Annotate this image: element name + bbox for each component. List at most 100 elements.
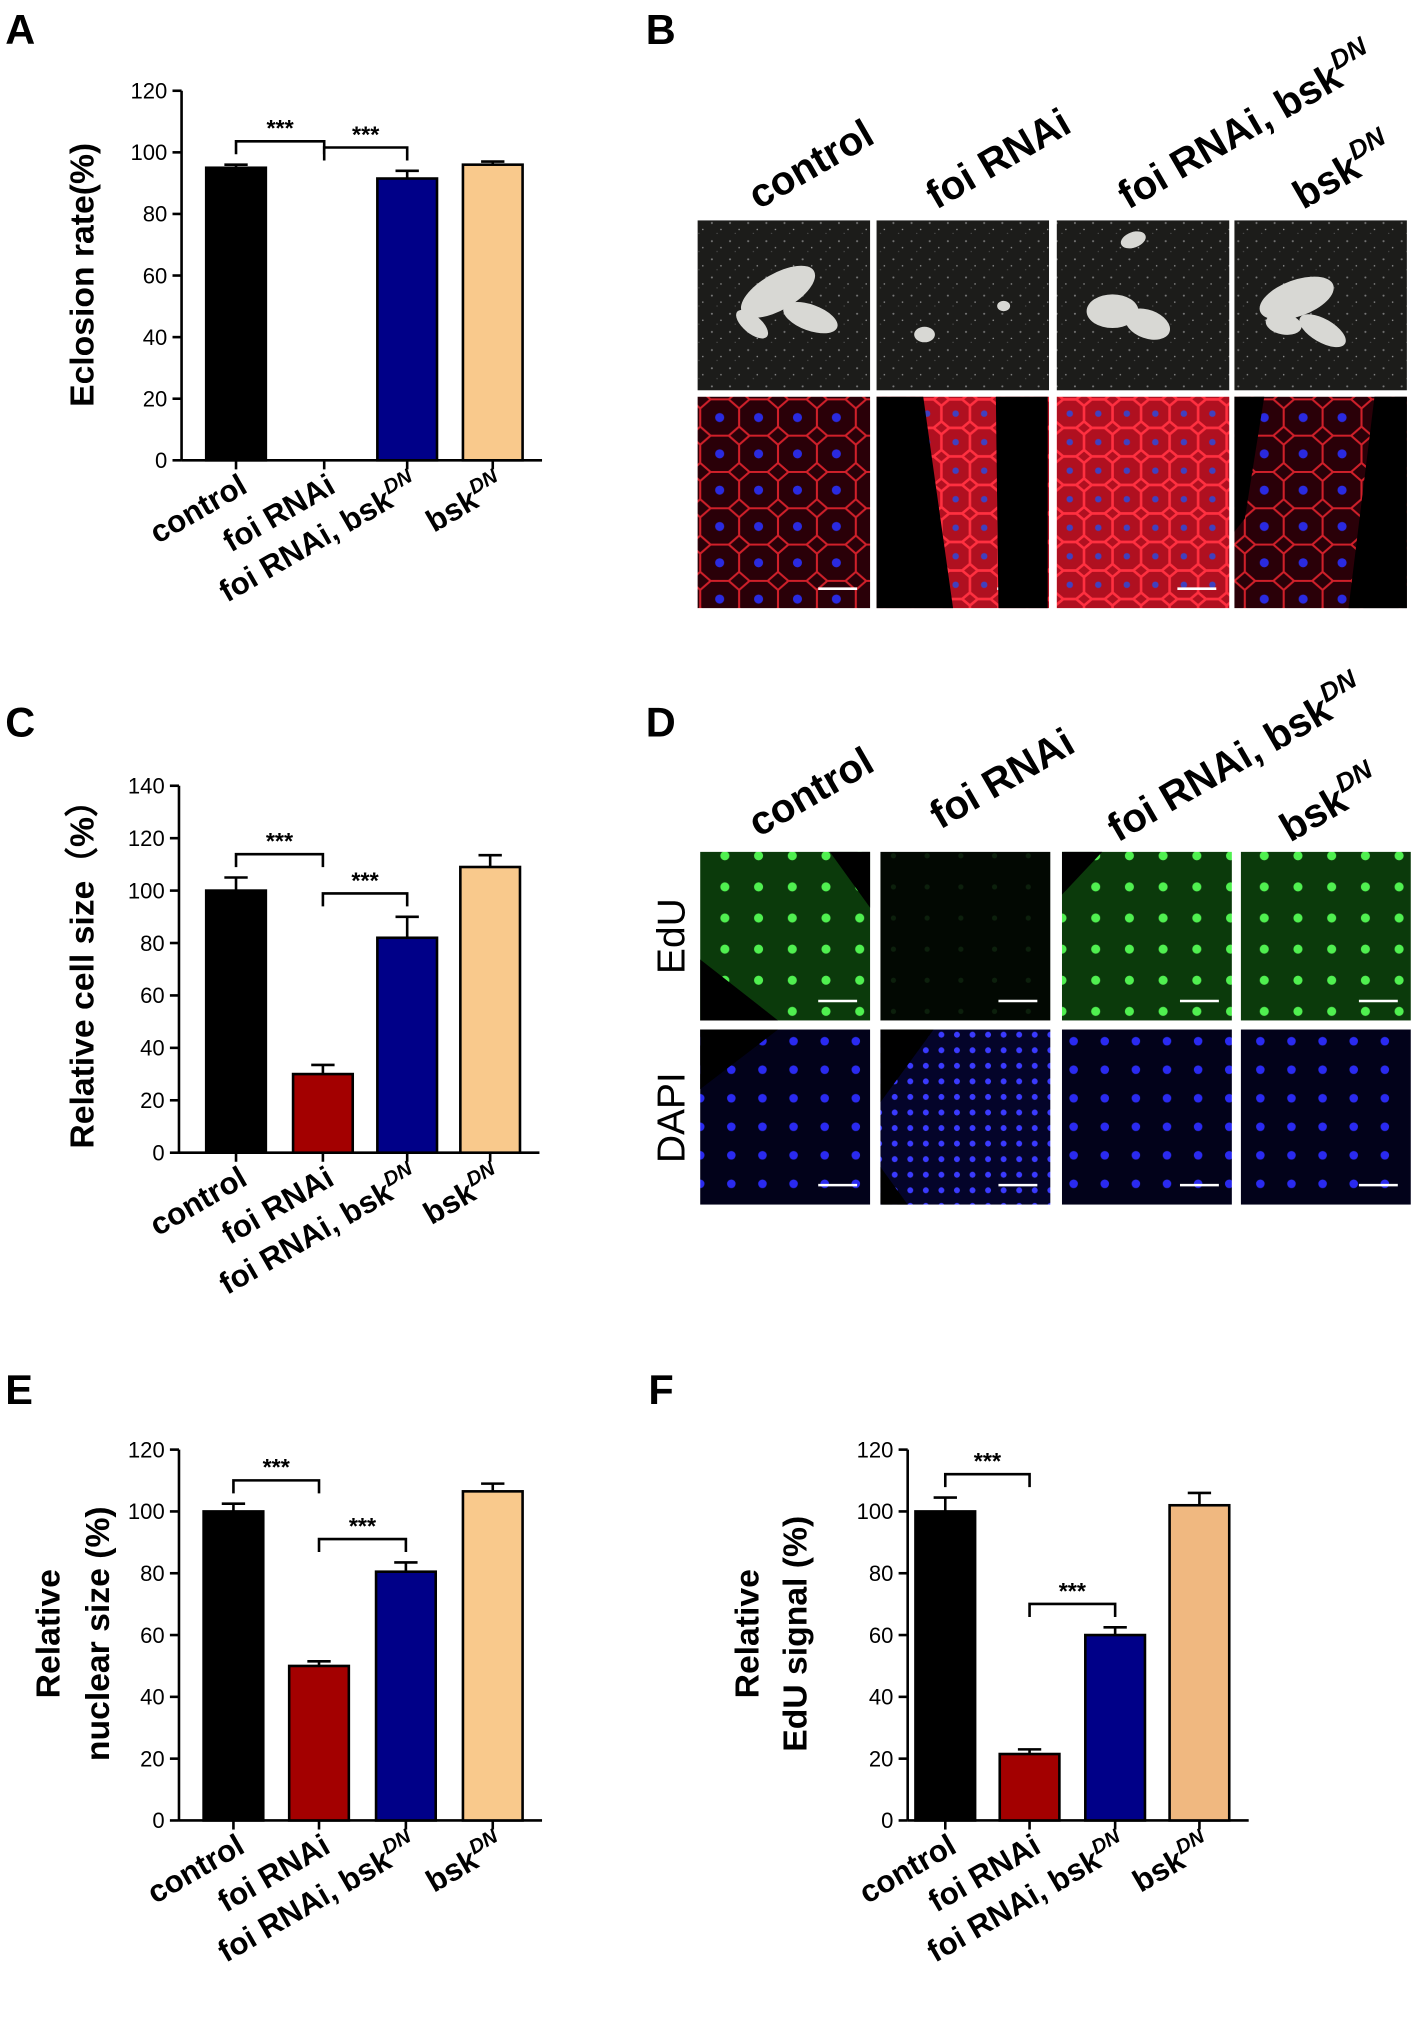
y-tick-label: 60	[143, 263, 168, 288]
significance-label: ***	[352, 121, 380, 147]
dapi-image	[1240, 1029, 1411, 1205]
y-axis-label: Relative	[729, 1569, 767, 1698]
significance-bracket	[321, 892, 409, 907]
error-bar	[221, 1502, 246, 1512]
error-bar	[933, 1496, 957, 1512]
panel-label: B	[646, 6, 676, 53]
row-label: EdU	[651, 898, 694, 974]
x-tick-label: bskDN	[419, 465, 510, 539]
error-bar	[311, 1063, 335, 1075]
y-tick-label: 140	[128, 774, 165, 799]
y-axis-label: EdU signal (%)	[777, 1516, 815, 1752]
edu-image	[880, 851, 1051, 1021]
error-bar	[481, 1482, 505, 1492]
panel-label: F	[648, 1366, 673, 1413]
column-label-text: control	[741, 738, 881, 845]
y-tick-label: 120	[128, 1437, 165, 1462]
error-bar	[478, 853, 502, 868]
y-tick-label: 100	[128, 1499, 165, 1524]
x-tick-label: bskDN	[1126, 1825, 1217, 1899]
error-bar	[224, 163, 248, 168]
y-tick-label: 40	[143, 325, 168, 350]
gut-tissue	[1265, 313, 1302, 335]
bar	[204, 889, 268, 1154]
gut-image	[876, 220, 1050, 391]
bar	[287, 1664, 351, 1822]
dapi-image	[1061, 1029, 1232, 1205]
error-bar	[1103, 1626, 1127, 1636]
column-label-text: control	[741, 111, 881, 218]
y-tick-label: 80	[140, 1561, 165, 1586]
y-tick-label: 60	[140, 983, 165, 1008]
column-label: bskDN	[1283, 121, 1402, 218]
bar	[374, 1570, 438, 1822]
error-bar	[394, 1561, 418, 1572]
gut-tissue	[1299, 314, 1346, 348]
y-tick-label: 100	[857, 1499, 894, 1524]
significance-label: ***	[266, 828, 294, 854]
y-tick-label: 80	[140, 931, 165, 956]
x-tick-label: bskDN	[419, 1825, 510, 1899]
column-label: control	[741, 111, 881, 218]
y-axis-label: Eclosion rate(%)	[63, 143, 101, 407]
y-tick-label: 0	[152, 1808, 164, 1833]
gut-tissue	[1125, 308, 1171, 340]
error-bar	[307, 1660, 331, 1666]
bar	[376, 936, 439, 1154]
bar	[204, 166, 268, 462]
y-tick-label: 120	[128, 826, 165, 851]
significance-label: ***	[266, 115, 294, 141]
gut-tissue	[914, 326, 935, 343]
significance-bracket	[322, 146, 409, 161]
significance-label: ***	[351, 867, 379, 893]
y-tick-label: 0	[152, 1140, 164, 1165]
bar	[998, 1752, 1061, 1822]
error-bar	[395, 915, 419, 938]
y-tick-label: 60	[140, 1623, 165, 1648]
y-tick-label: 40	[140, 1036, 165, 1061]
y-tick-label: 20	[869, 1746, 894, 1771]
row-label: DAPI	[651, 1072, 694, 1163]
y-tick-label: 20	[140, 1088, 165, 1113]
gut-tissue	[736, 309, 769, 339]
tissue-mask	[700, 1029, 934, 1205]
y-tick-label: 80	[143, 202, 168, 227]
y-axis-label: Relative	[30, 1569, 68, 1698]
bar	[376, 177, 439, 462]
y-tick-label: 120	[857, 1437, 894, 1462]
column-label: bskDN	[1270, 753, 1389, 850]
panel-label: E	[5, 1366, 33, 1413]
significance-label: ***	[263, 1454, 291, 1480]
significance-label: ***	[1059, 1578, 1087, 1604]
y-tick-label: 20	[140, 1746, 165, 1771]
column-label-text: foi RNAi	[922, 719, 1082, 837]
panel-label: A	[5, 6, 35, 53]
y-tick-label: 120	[131, 79, 168, 104]
tissue-mask	[1234, 396, 1407, 609]
y-tick-label: 0	[155, 448, 167, 473]
error-bar	[395, 169, 419, 179]
y-tick-label: 100	[128, 878, 165, 903]
gut-image	[1056, 220, 1230, 391]
y-tick-label: 100	[131, 140, 168, 165]
y-tick-label: 40	[140, 1685, 165, 1710]
significance-label: ***	[349, 1513, 377, 1539]
gut-tissue	[1120, 231, 1146, 249]
error-bar	[1017, 1748, 1042, 1755]
significance-bracket	[1028, 1602, 1117, 1617]
y-axis-label: Relative cell size（%）	[63, 783, 101, 1148]
column-label: control	[741, 738, 881, 845]
gut-tissue	[1259, 276, 1334, 320]
bar	[202, 1510, 265, 1822]
column-label: foi RNAi	[918, 100, 1078, 218]
edu-image	[1061, 851, 1232, 1021]
gut-tissue	[740, 265, 816, 318]
error-bar	[1187, 1491, 1212, 1506]
panel-label: D	[646, 698, 676, 745]
bar	[461, 1490, 524, 1822]
tissue-mask	[876, 396, 1048, 609]
significance-bracket	[317, 1537, 408, 1553]
cell-image	[697, 396, 871, 609]
significance-label: ***	[974, 1448, 1002, 1474]
